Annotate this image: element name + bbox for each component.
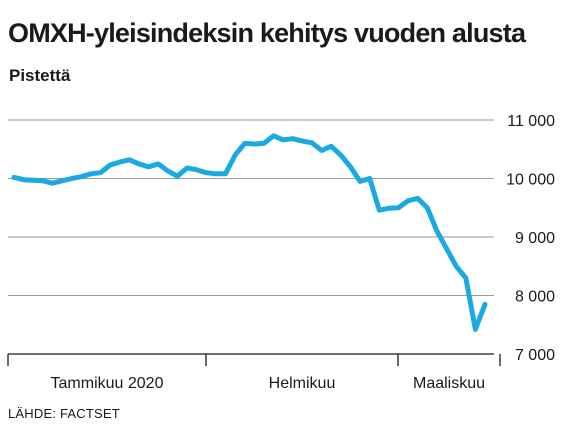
y-tick-label: 11 000 (507, 113, 555, 130)
y-tick-label: 7 000 (515, 347, 555, 364)
series-line (11, 133, 488, 332)
y-tick-labels: 7 000 8 000 9 000 10 000 11 000 (506, 113, 555, 364)
x-month-label: Maaliskuu (413, 375, 485, 392)
y-axis-unit-label: Pistettä (9, 66, 71, 85)
y-tick-label: 9 000 (515, 230, 555, 247)
source-note: LÄHDE: FACTSET (8, 406, 120, 421)
x-axis (7, 353, 501, 366)
chart-title: OMXH-yleisindeksin kehitys vuoden alusta (8, 18, 526, 48)
y-tick-label: 10 000 (506, 172, 555, 189)
y-tick-label: 8 000 (515, 289, 555, 306)
x-month-label: Tammikuu 2020 (51, 375, 164, 392)
grid-lines (8, 119, 494, 296)
x-month-label: Helmikuu (269, 375, 336, 392)
x-month-labels: Tammikuu 2020 Helmikuu Maaliskuu (51, 375, 485, 392)
series-line-layer (11, 133, 488, 332)
